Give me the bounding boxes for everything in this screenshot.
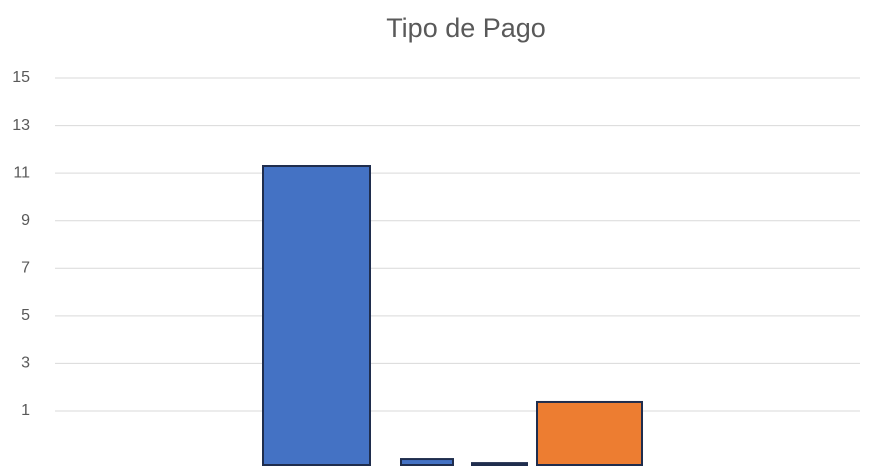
bar	[471, 462, 528, 466]
y-tick-label: 9	[21, 212, 30, 229]
y-tick-label: 15	[12, 69, 30, 86]
y-tick-label: 11	[13, 164, 30, 181]
bar	[400, 458, 454, 466]
chart-title: Tipo de Pago	[386, 13, 546, 43]
y-tick-label: 3	[21, 355, 30, 372]
bar	[536, 400, 643, 466]
bar	[262, 165, 371, 466]
y-tick-label: 5	[21, 307, 30, 324]
y-tick-label: 13	[12, 117, 30, 134]
y-tick-label: 7	[21, 260, 30, 277]
y-tick-label: 1	[21, 402, 30, 419]
